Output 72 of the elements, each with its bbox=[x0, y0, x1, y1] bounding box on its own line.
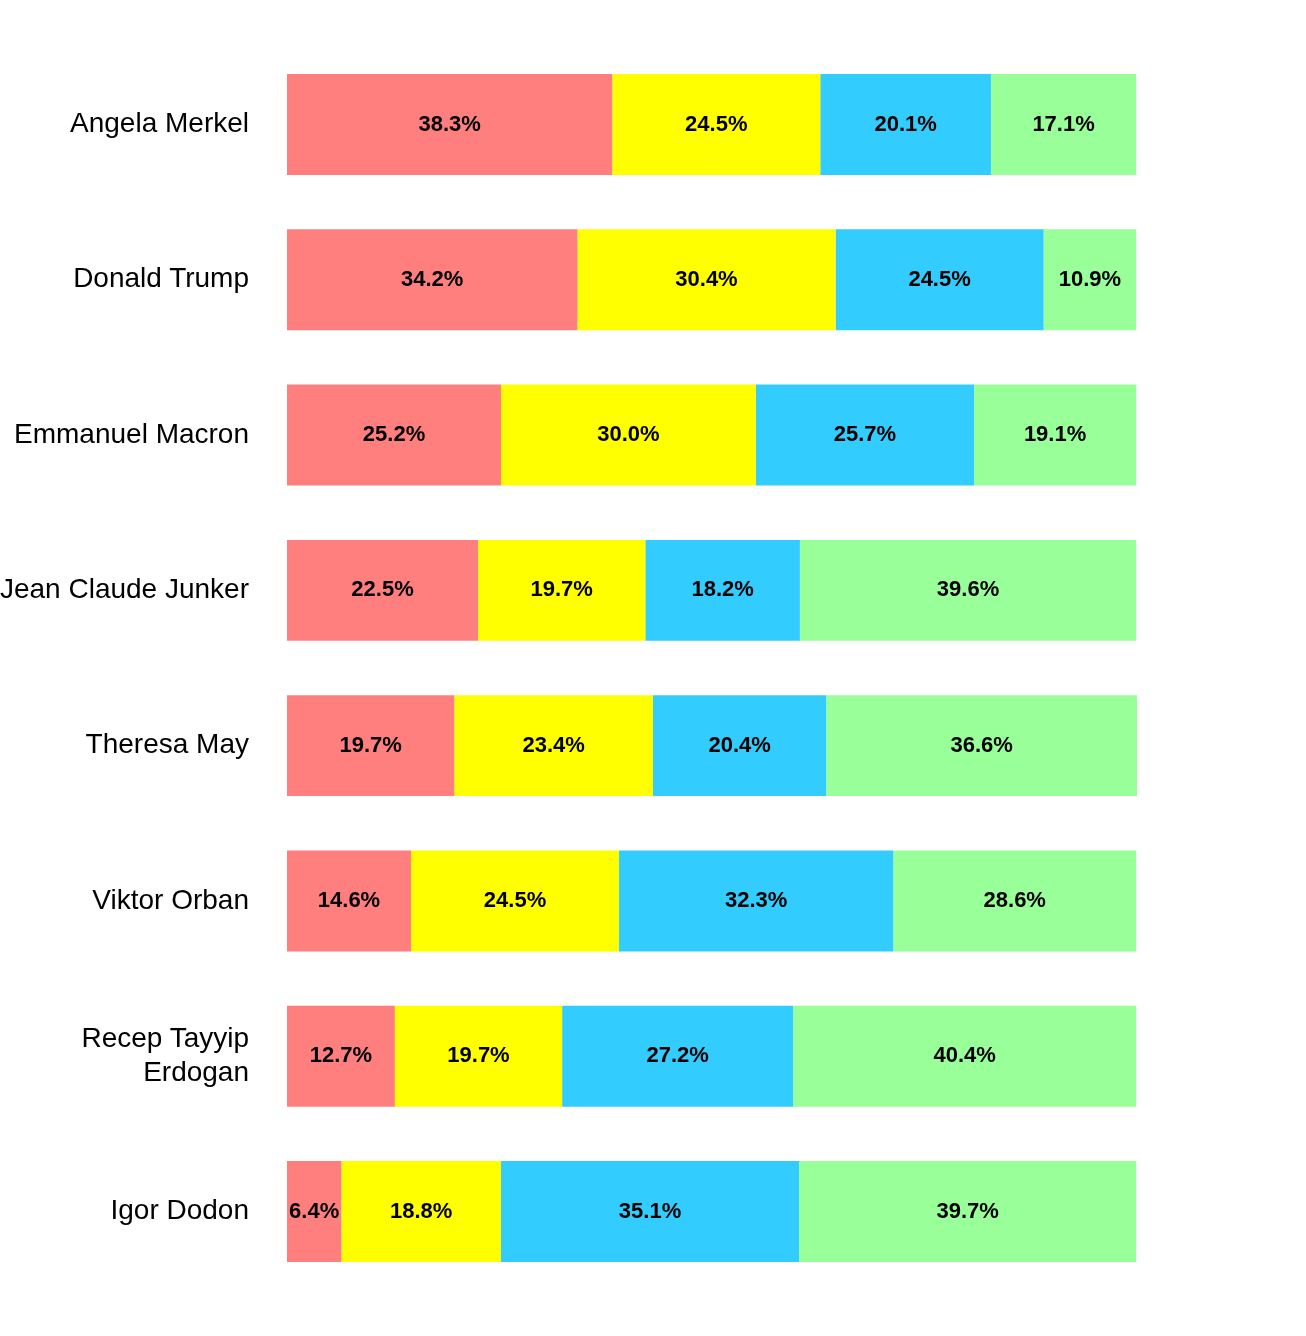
y-tick-label: Emmanuel Macron bbox=[14, 417, 249, 449]
data-label: 24.5% bbox=[483, 887, 547, 913]
bar bbox=[577, 229, 836, 331]
data-label: 18.2% bbox=[691, 576, 754, 602]
data-label: 30.0% bbox=[597, 421, 660, 447]
bar bbox=[287, 1005, 395, 1107]
bar bbox=[799, 1161, 1137, 1263]
bar bbox=[755, 384, 974, 486]
data-label: 27.2% bbox=[646, 1042, 709, 1068]
bar bbox=[793, 1005, 1137, 1107]
y-tick-label: Theresa May bbox=[85, 728, 249, 760]
bar bbox=[799, 539, 1137, 641]
bar bbox=[820, 73, 991, 175]
data-label: 22.5% bbox=[351, 576, 414, 602]
data-label: 25.2% bbox=[362, 421, 426, 447]
data-label: 19.1% bbox=[1023, 421, 1087, 447]
bar bbox=[645, 539, 800, 641]
bar bbox=[287, 850, 411, 952]
y-tick-label: Donald Trump bbox=[73, 262, 249, 294]
bar bbox=[287, 73, 613, 175]
bar bbox=[990, 73, 1137, 175]
data-label: 12.7% bbox=[309, 1042, 373, 1068]
bar bbox=[973, 384, 1137, 486]
data-label: 6.4% bbox=[289, 1197, 340, 1223]
bar bbox=[341, 1161, 501, 1263]
data-label: 20.1% bbox=[874, 110, 937, 136]
bar bbox=[619, 850, 894, 952]
data-label: 17.1% bbox=[1032, 110, 1095, 136]
data-label: 19.7% bbox=[530, 576, 593, 602]
bar bbox=[826, 695, 1138, 797]
data-label: 39.6% bbox=[936, 576, 1000, 602]
bar bbox=[835, 229, 1044, 331]
y-tick-label: Viktor Orban bbox=[92, 883, 249, 915]
bar bbox=[478, 539, 646, 641]
y-tick-label: Angela Merkel bbox=[70, 107, 249, 139]
bar bbox=[287, 539, 479, 641]
data-label: 19.7% bbox=[339, 731, 402, 757]
data-label: 35.1% bbox=[618, 1197, 682, 1223]
data-label: 39.7% bbox=[936, 1197, 999, 1223]
y-tick-label: Igor Dodon bbox=[110, 1194, 249, 1226]
bar bbox=[1043, 229, 1137, 331]
bar bbox=[287, 384, 501, 486]
data-label: 24.5% bbox=[685, 110, 748, 136]
data-label: 36.6% bbox=[950, 731, 1013, 757]
data-label: 34.2% bbox=[401, 265, 464, 291]
data-label: 18.8% bbox=[389, 1197, 453, 1223]
y-tick-label: Jean Claude Junker bbox=[0, 573, 249, 605]
bar bbox=[394, 1005, 563, 1107]
data-label: 38.3% bbox=[418, 110, 481, 136]
data-label: 19.7% bbox=[447, 1042, 510, 1068]
bar bbox=[652, 695, 827, 797]
bar bbox=[287, 229, 578, 331]
data-label: 32.3% bbox=[724, 887, 788, 913]
bar bbox=[893, 850, 1137, 952]
data-label: 30.4% bbox=[675, 265, 738, 291]
data-label: 20.4% bbox=[708, 731, 771, 757]
data-label: 23.4% bbox=[522, 731, 585, 757]
bar bbox=[454, 695, 653, 797]
bar bbox=[500, 1161, 800, 1263]
bar bbox=[287, 1161, 342, 1263]
data-label: 40.4% bbox=[933, 1042, 996, 1068]
data-label: 28.6% bbox=[983, 887, 1046, 913]
bar bbox=[287, 695, 455, 797]
bar bbox=[612, 73, 821, 175]
data-label: 10.9% bbox=[1058, 265, 1122, 291]
data-label: 24.5% bbox=[908, 265, 971, 291]
bar bbox=[410, 850, 620, 952]
bar bbox=[562, 1005, 794, 1107]
data-label: 14.6% bbox=[317, 887, 381, 913]
y-tick-label: Recep Tayyip Erdogan bbox=[81, 1022, 249, 1087]
data-label: 25.7% bbox=[833, 421, 897, 447]
bar bbox=[500, 384, 756, 486]
